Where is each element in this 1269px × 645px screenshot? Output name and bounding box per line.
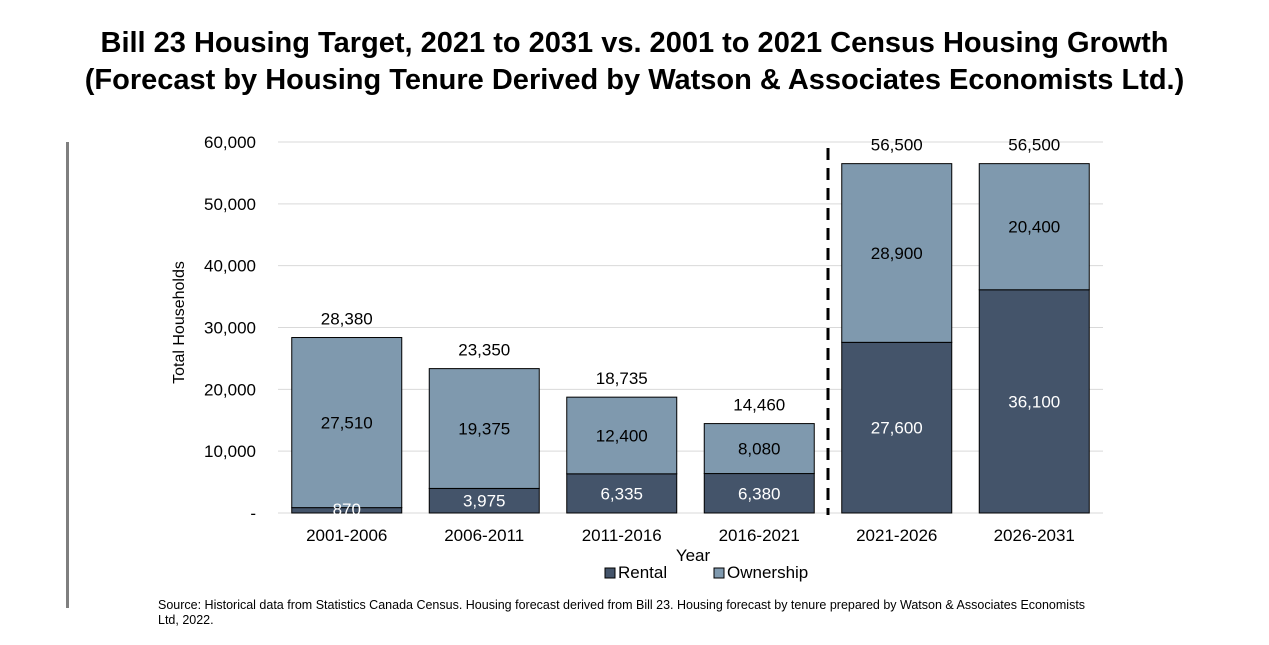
x-tick-label: 2016-2021 [719,526,800,545]
y-tick-label: - [250,504,256,523]
y-tick-label: 10,000 [204,442,256,461]
x-axis-label: Year [676,546,711,565]
left-vertical-rule [66,142,69,608]
bar-ownership [428,368,540,489]
bar-rental [841,341,953,514]
y-tick-label: 60,000 [204,133,256,152]
data-label-ownership: 19,375 [458,420,510,439]
data-label-rental: 6,380 [738,484,781,503]
stacked-bar-chart: - 10,000 20,000 30,000 40,000 50,000 60,000 Tot… [171,133,1103,582]
data-label-total: 23,350 [458,341,510,360]
bar-ownership [978,163,1090,291]
x-tick-label: 2001-2006 [306,526,387,545]
data-label-rental: 36,100 [1008,392,1060,411]
y-axis-label: Total Households [171,261,188,384]
data-label-ownership: 20,400 [1008,218,1060,237]
bar-ownership [841,163,953,343]
legend-label-ownership: Ownership [727,563,808,582]
legend-label-rental: Rental [618,563,667,582]
chart-title-line-1: Bill 23 Housing Target, 2021 to 2031 vs.… [100,27,1169,59]
x-tick-label: 2006-2011 [444,526,524,545]
data-label-total: 28,380 [321,310,373,329]
bar-rental [978,289,1090,514]
bar-ownership [703,423,815,475]
bar-ownership [566,396,678,475]
bar-rental [566,473,678,514]
data-label-ownership: 27,510 [321,414,373,433]
data-label-ownership: 28,900 [871,244,923,263]
data-label-rental: 27,600 [871,419,923,438]
x-tick-label: 2011-2016 [582,526,662,545]
legend-swatch-ownership [713,567,725,579]
data-label-ownership: 8,080 [738,440,781,459]
data-label-ownership: 12,400 [596,426,648,445]
x-tick-label: 2021-2026 [856,526,937,545]
bar-rental [703,473,815,514]
legend-swatch-rental [604,567,616,579]
data-label-total: 18,735 [596,369,648,388]
y-tick-label: 40,000 [204,257,256,276]
data-label-total: 56,500 [871,136,923,155]
bar-ownership [291,337,403,509]
chart-title-line-2: (Forecast by Housing Tenure Derived by W… [84,64,1185,96]
data-label-rental: 6,335 [600,484,643,503]
data-label-rental: 870 [333,500,361,519]
data-label-total: 56,500 [1008,136,1060,155]
x-tick-label: 2026-2031 [994,526,1075,545]
data-label-total: 14,460 [733,396,785,415]
y-tick-label: 50,000 [204,195,256,214]
y-tick-label: 20,000 [204,380,256,399]
source-note: Source: Historical data from Statistics … [158,598,1086,627]
y-tick-label: 30,000 [204,319,256,338]
data-label-rental: 3,975 [463,492,506,511]
